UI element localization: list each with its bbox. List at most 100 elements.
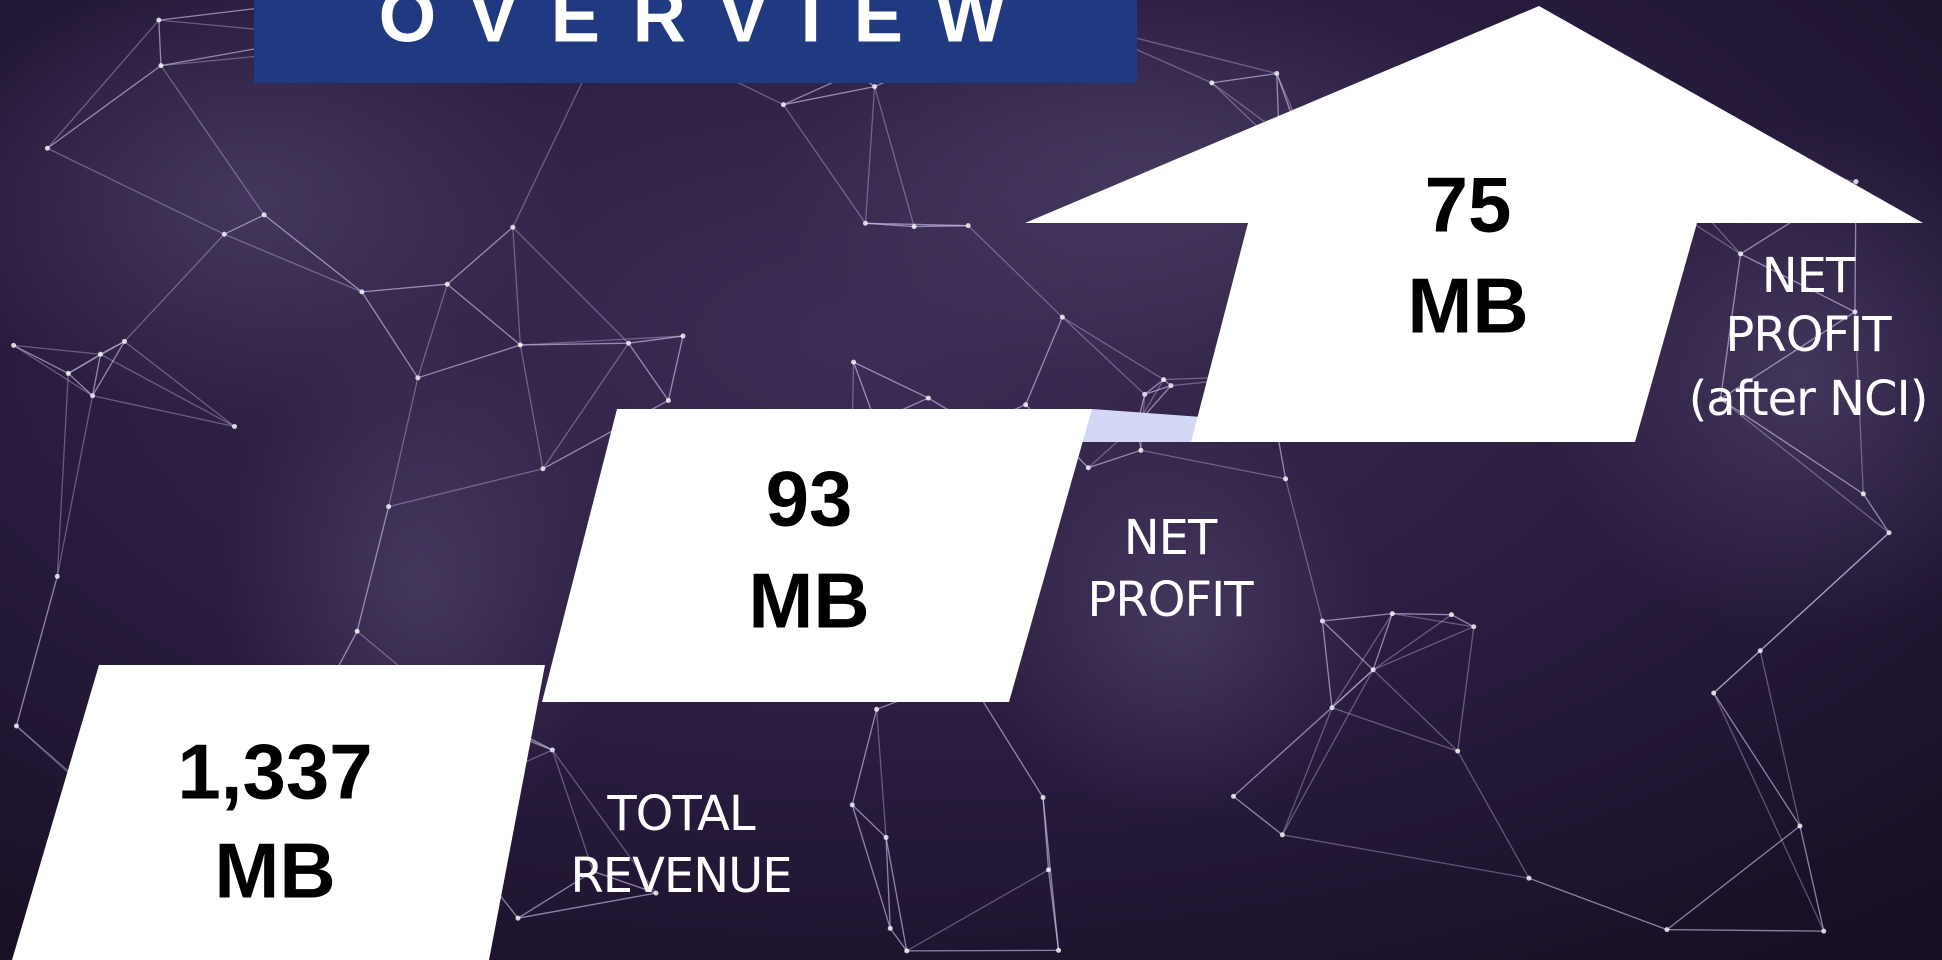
network-line [1759,532,1890,652]
network-line [512,227,521,346]
network-line [851,709,878,806]
network-line [906,869,1049,952]
network-line [1759,532,1890,652]
network-line [67,353,101,374]
network-line [1713,692,1801,827]
network-line [1666,928,1824,932]
network-line [1854,311,1864,494]
network-line [627,342,669,401]
network-node [1023,402,1029,408]
step-value: 75 [1425,161,1512,249]
network-line [446,226,514,285]
network-line [1372,614,1452,671]
network-line [865,222,915,228]
network-node [1886,530,1892,536]
network-line [91,341,126,397]
network-node [680,333,686,339]
network-line [46,19,160,149]
network-line [1799,825,1825,932]
network-line [1451,614,1475,628]
network-line [1042,797,1050,870]
network-line [56,395,94,577]
network-line [782,104,866,224]
network-line [865,222,969,227]
step-2 [542,409,1092,702]
network-line [1740,253,1856,313]
network-node [883,834,889,840]
network-line [889,927,908,952]
network-line [92,395,235,428]
network-line [517,892,657,919]
network-node [626,340,632,346]
network-line [865,222,969,227]
network-line [446,283,521,346]
network-line [100,353,235,428]
network-line [864,86,876,224]
network-node [44,145,50,151]
network-line [417,284,448,379]
network-node [97,351,103,357]
network-line [1233,707,1333,797]
network-node [65,370,71,376]
network-line [1233,669,1374,797]
network-line [13,344,69,375]
network-line [223,214,265,235]
network-node [1209,80,1215,86]
network-line [361,283,448,293]
network-node [1852,309,1858,315]
network-node [851,359,857,365]
network-line [1713,692,1825,932]
network-node [1230,793,1236,799]
network-line [1140,449,1286,480]
network-line [542,342,630,470]
network-line [1713,532,1890,694]
network-line [1740,253,1856,313]
network-line [1144,385,1172,396]
network-line [1331,707,1458,752]
network-line [520,342,629,346]
network-node [90,393,96,399]
network-node [359,289,365,295]
network-line [1233,795,1283,836]
network-line [1061,316,1146,395]
network-node [1161,377,1167,383]
network-line [1211,72,1277,84]
network-line [512,226,629,344]
network-line [1528,877,1668,931]
network-line [388,468,544,508]
network-line [517,892,657,919]
network-node [121,338,127,344]
network-line [1211,72,1277,84]
network-line [13,344,93,397]
network-node [13,723,19,729]
network-line [1720,311,1856,400]
network-line [667,335,684,401]
network-line [1282,834,1530,879]
network-line [865,222,915,228]
network-line [551,749,594,872]
network-line [224,233,363,293]
network-line [1281,669,1374,836]
network-node [1455,748,1461,754]
network-line [885,837,891,929]
network-line [1372,613,1393,671]
network-line [914,225,969,228]
network-line [361,291,419,379]
network-line [158,20,162,66]
network-line [1062,316,1164,381]
network-line [1372,626,1475,671]
step-unit: MB [214,827,335,915]
network-line [1720,398,1864,495]
network-line [100,340,125,355]
network-line [1372,613,1393,671]
network-line [520,335,684,346]
network-line [885,837,908,951]
network-node [261,212,267,218]
step-label: (after NCI) [1689,371,1928,427]
network-line [628,335,684,344]
network-line [124,340,235,427]
network-line [223,214,265,235]
network-line [158,20,162,66]
network-line [361,291,419,379]
